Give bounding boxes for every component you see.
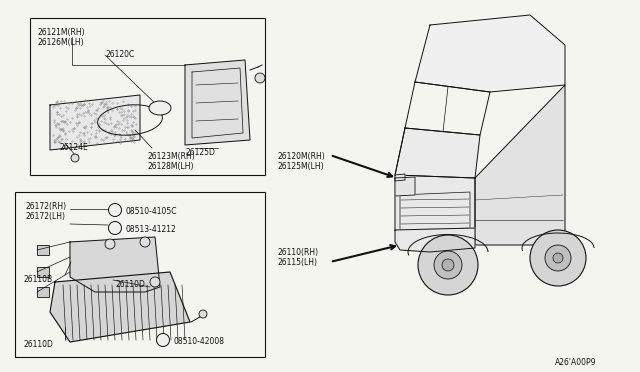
- Text: 26110(RH): 26110(RH): [278, 248, 319, 257]
- Text: S: S: [112, 225, 118, 234]
- Circle shape: [105, 239, 115, 249]
- Text: 26110D: 26110D: [23, 340, 53, 349]
- Text: 26125M(LH): 26125M(LH): [278, 162, 324, 171]
- Circle shape: [109, 221, 122, 234]
- Text: 26120C: 26120C: [105, 50, 134, 59]
- Ellipse shape: [149, 101, 171, 115]
- Polygon shape: [415, 15, 565, 92]
- Circle shape: [530, 230, 586, 286]
- Circle shape: [553, 253, 563, 263]
- Polygon shape: [185, 60, 250, 145]
- Text: B: B: [157, 107, 163, 113]
- Circle shape: [545, 245, 571, 271]
- Bar: [30, 18, 265, 175]
- Text: 26110B: 26110B: [23, 275, 52, 284]
- Text: 26125D: 26125D: [185, 148, 215, 157]
- Text: 26172(RH): 26172(RH): [25, 202, 66, 211]
- Polygon shape: [395, 174, 405, 181]
- Text: 08510-4105C: 08510-4105C: [125, 208, 177, 217]
- Circle shape: [199, 310, 207, 318]
- Circle shape: [255, 73, 265, 83]
- Polygon shape: [395, 228, 475, 252]
- Polygon shape: [475, 85, 565, 245]
- Text: 26124E: 26124E: [60, 143, 89, 152]
- Text: S: S: [160, 337, 166, 346]
- Text: 26121M(RH): 26121M(RH): [38, 28, 86, 37]
- Circle shape: [140, 237, 150, 247]
- Bar: [37, 287, 49, 297]
- Bar: [15, 192, 265, 357]
- Bar: [37, 245, 49, 255]
- Polygon shape: [50, 95, 140, 150]
- Text: 26110D: 26110D: [115, 280, 145, 289]
- Polygon shape: [395, 128, 480, 178]
- Circle shape: [418, 235, 478, 295]
- Circle shape: [157, 334, 170, 346]
- Circle shape: [434, 251, 462, 279]
- Text: 26172(LH): 26172(LH): [25, 212, 65, 221]
- Text: 26120M(RH): 26120M(RH): [278, 152, 326, 161]
- Circle shape: [150, 277, 160, 287]
- Polygon shape: [70, 237, 160, 292]
- Text: 08510-42008: 08510-42008: [173, 337, 224, 346]
- Circle shape: [442, 259, 454, 271]
- Polygon shape: [50, 272, 190, 342]
- Text: 26123M(RH): 26123M(RH): [148, 152, 196, 161]
- Text: 08513-41212: 08513-41212: [125, 225, 176, 234]
- Text: A26'A00P9: A26'A00P9: [555, 358, 596, 367]
- Polygon shape: [395, 177, 415, 196]
- Bar: [37, 267, 49, 277]
- Circle shape: [109, 203, 122, 217]
- Polygon shape: [395, 175, 475, 250]
- Circle shape: [71, 154, 79, 162]
- Text: 26115(LH): 26115(LH): [278, 258, 318, 267]
- Text: S: S: [112, 208, 118, 217]
- Text: 26126M(LH): 26126M(LH): [38, 38, 84, 47]
- Text: 26128M(LH): 26128M(LH): [148, 162, 195, 171]
